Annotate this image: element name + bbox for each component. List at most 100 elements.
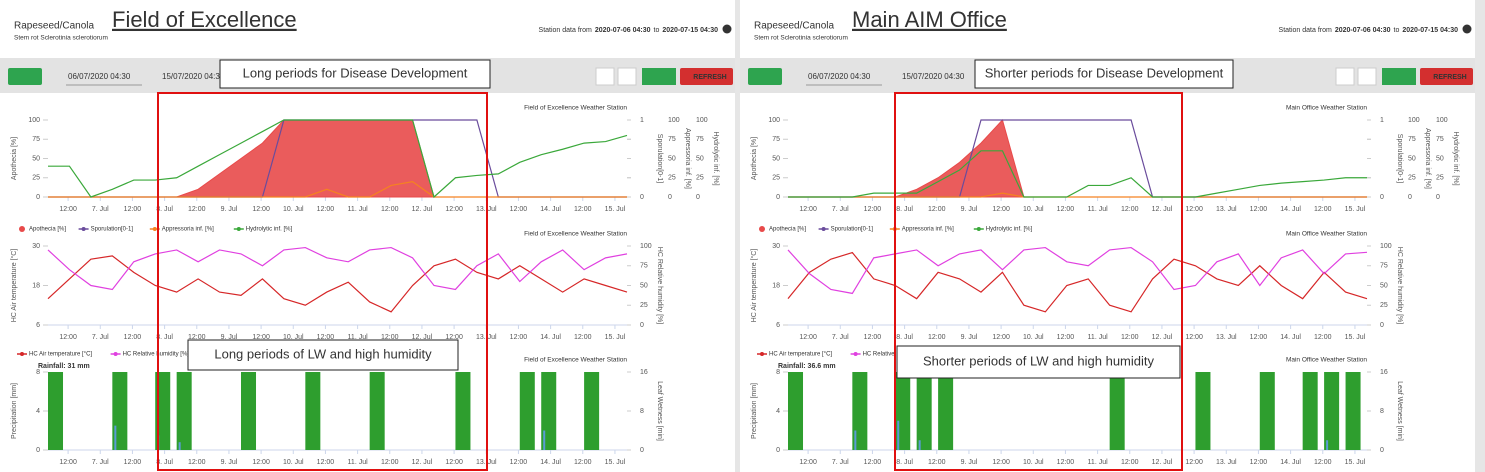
rainfall-note: Rainfall: 36.6 mm <box>778 363 836 370</box>
x-tick-label: 12:00 <box>799 459 817 466</box>
y2-tick-label: 0 <box>640 194 644 201</box>
download-button[interactable] <box>1335 67 1355 86</box>
x-tick-label: 11. Jul <box>1088 334 1109 341</box>
x-tick-label: 12:00 <box>59 334 77 341</box>
legend-label[interactable]: HC Air temperature [°C] <box>29 352 92 358</box>
x-tick-label: 10. Jul <box>1023 206 1044 213</box>
legend-dot <box>152 227 157 231</box>
y-tick-label: 0 <box>776 447 780 454</box>
y2-axis-label: Appressoria inf. [%] <box>1424 128 1431 189</box>
bar <box>1326 440 1329 450</box>
legend-dot <box>760 352 764 356</box>
x-tick-label: 12:00 <box>799 206 817 213</box>
y-tick-label: 0 <box>36 194 40 201</box>
disease-subtitle: Stem rot Sclerotinia sclerotiorum <box>14 35 108 42</box>
refresh-button[interactable] <box>1420 68 1473 85</box>
bar <box>1109 372 1125 450</box>
annotation-box <box>187 339 459 371</box>
y2-axis-label: Leaf Wetness [min] <box>656 381 663 441</box>
station-part: Station data from <box>539 27 592 34</box>
y-tick-label: 50 <box>32 155 40 162</box>
y2-tick-label: 25 <box>1436 175 1444 182</box>
x-tick-label: 14. Jul <box>1280 206 1301 213</box>
legend-label[interactable]: Appressoria inf. [%] <box>162 227 214 233</box>
y2-tick-label: 0 <box>1408 194 1412 201</box>
station-part: 2020-07-15 04:30 <box>662 27 718 34</box>
y2-tick-label: 100 <box>640 243 652 250</box>
x-tick-label: 12:00 <box>1121 206 1139 213</box>
view-button[interactable] <box>748 68 782 85</box>
bar <box>1345 372 1361 450</box>
x-tick-label: 12:00 <box>317 459 335 466</box>
y-tick-label: 30 <box>32 243 40 250</box>
legend-dot <box>20 352 24 356</box>
annotation: Long periods for Disease Development <box>243 65 468 80</box>
annotation: Shorter periods of LW and high humidity <box>923 353 1154 368</box>
download-button[interactable] <box>595 67 615 86</box>
y2-tick-label: 0 <box>696 194 700 201</box>
legend-label[interactable]: HC Relative humidity [%] <box>123 352 190 358</box>
x-tick-label: 15. Jul <box>605 459 626 466</box>
y2-axis-label: Hydrolytic inf. [%] <box>1452 131 1459 185</box>
y-axis-label: Precipitation [mm] <box>11 383 18 439</box>
x-tick-label: 12:00 <box>992 206 1010 213</box>
x-tick-label: 10. Jul <box>283 206 304 213</box>
legend-label[interactable]: Hydrolytic inf. [%] <box>986 227 1033 233</box>
highlight-box <box>894 92 1183 471</box>
y-axis-label: Apothecia [%] <box>751 137 758 180</box>
y2-tick-label: 0 <box>1380 447 1384 454</box>
crop-title: Rapeseed/Canola <box>14 21 94 32</box>
legend-label[interactable]: Hydrolytic inf. [%] <box>246 227 293 233</box>
x-tick-label: 12. Jul <box>1152 459 1173 466</box>
legend-label[interactable]: Apothecia [%] <box>769 227 806 233</box>
bar <box>519 372 535 450</box>
panel-heading: Field of Excellence <box>112 7 297 32</box>
y-tick-label: 25 <box>772 175 780 182</box>
y-tick-label: 8 <box>36 369 40 376</box>
y2-tick-label: 50 <box>1408 155 1416 162</box>
bar <box>241 372 257 450</box>
x-tick-label: 9. Jul <box>961 206 978 213</box>
x-tick-label: 12. Jul <box>1152 334 1173 341</box>
series-line <box>788 192 1367 198</box>
help-icon[interactable] <box>722 24 732 34</box>
x-tick-label: 14. Jul <box>1280 334 1301 341</box>
annotation-box <box>896 345 1181 379</box>
table-button[interactable] <box>1357 67 1377 86</box>
chart-button[interactable] <box>642 68 676 85</box>
legend-label[interactable]: Sporulation[0-1] <box>831 227 874 233</box>
x-tick-label: 10. Jul <box>1023 459 1044 466</box>
x-tick-label: 8. Jul <box>896 334 913 341</box>
x-tick-label: 9. Jul <box>221 206 238 213</box>
x-tick-label: 12:00 <box>864 206 882 213</box>
x-tick-label: 12. Jul <box>1152 206 1173 213</box>
chart-button[interactable] <box>1382 68 1416 85</box>
help-icon[interactable] <box>1462 24 1472 34</box>
y2-tick-label: 25 <box>668 175 676 182</box>
legend-label[interactable]: Appressoria inf. [%] <box>902 227 954 233</box>
x-tick-label: 12:00 <box>574 206 592 213</box>
view-button[interactable] <box>8 68 42 85</box>
x-tick-label: 12:00 <box>252 334 270 341</box>
legend-dot <box>81 227 86 231</box>
legend-label[interactable]: HC Air temperature [°C] <box>769 352 832 358</box>
annotation-box <box>219 59 491 89</box>
bar <box>543 430 546 450</box>
y2-tick-label: 0 <box>1380 322 1384 329</box>
annotation: Long periods of LW and high humidity <box>214 346 432 361</box>
legend-label[interactable]: Sporulation[0-1] <box>91 227 134 233</box>
y-tick-label: 8 <box>776 369 780 376</box>
refresh-button[interactable] <box>680 68 733 85</box>
y-axis-label: HC Air temperature [°C] <box>10 249 18 323</box>
y-tick-label: 4 <box>776 408 780 415</box>
y-axis-label: HC Air temperature [°C] <box>750 249 758 323</box>
x-tick-label: 12:00 <box>252 206 270 213</box>
y-tick-label: 100 <box>768 117 780 124</box>
x-tick-label: 12:00 <box>992 459 1010 466</box>
end-date: 15/07/2020 04:30 <box>902 72 965 81</box>
station-part: 2020-07-06 04:30 <box>595 27 651 34</box>
table-button[interactable] <box>617 67 637 86</box>
x-tick-label: 12:00 <box>1250 334 1268 341</box>
legend-label[interactable]: Apothecia [%] <box>29 227 66 233</box>
